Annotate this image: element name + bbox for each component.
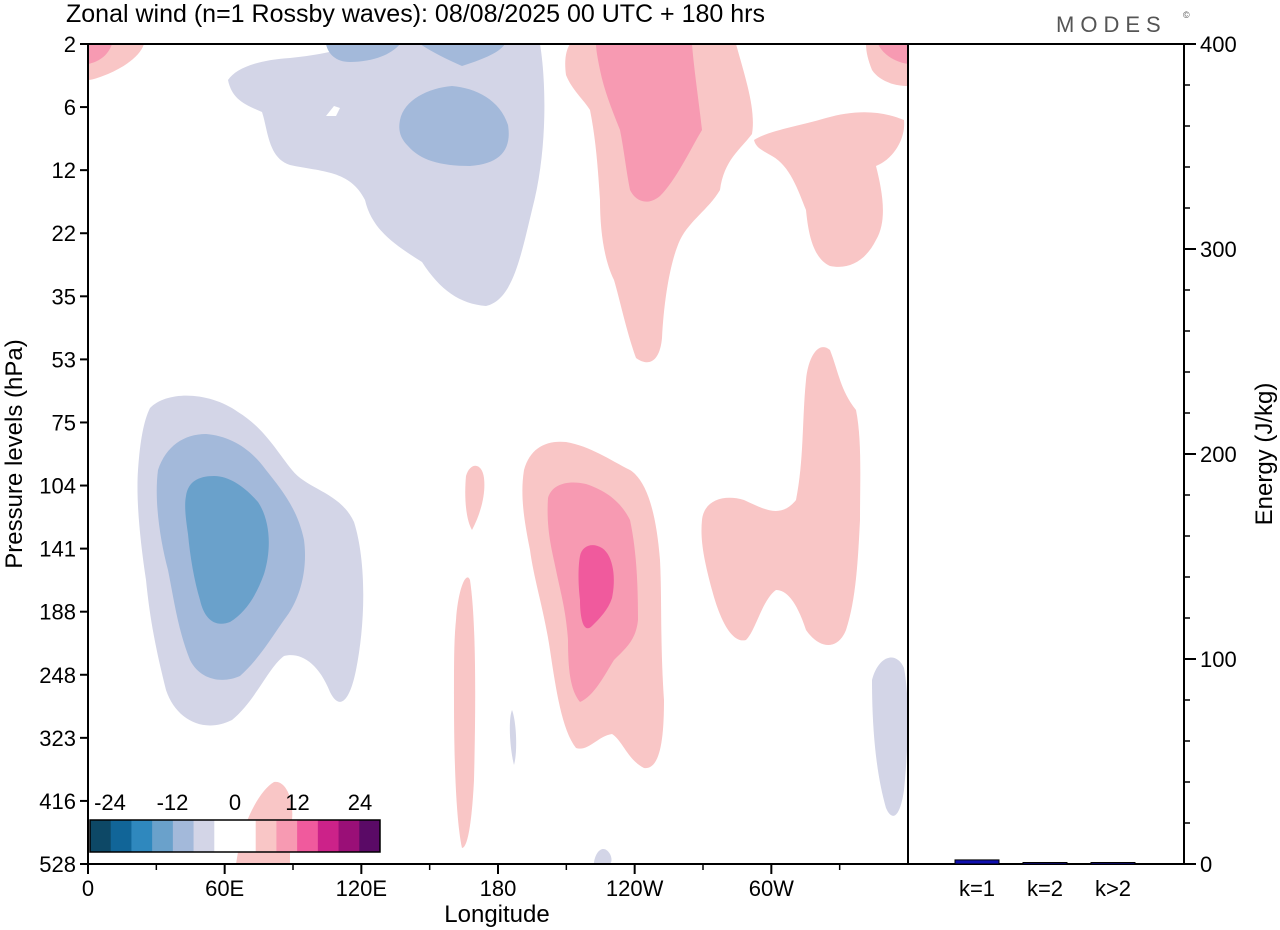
chart-title: Zonal wind (n=1 Rossby waves): 08/08/202… [66,0,765,28]
colorbar-swatch [255,820,277,852]
contour-neg-trop-3 [185,476,269,624]
contour-pos-trop-1c [454,577,476,848]
energy-tick-label: 200 [1200,442,1237,467]
colorbar: -24 -12 0 12 24 [89,790,381,853]
colorbar-label: -12 [157,790,189,815]
y-tick-label: 6 [64,95,76,120]
x-tick-label: 120W [606,876,664,901]
logo-copyright-mark: © [1183,10,1190,20]
energy-category-label: k>2 [1095,876,1131,901]
energy-tick-label: 0 [1200,852,1212,877]
y-tick-label: 2 [64,32,76,57]
contour-pos-trop-1d [701,347,861,645]
contour-pos-strat-2c [878,44,908,64]
colorbar-swatch [214,820,236,852]
contour-neg-small-1 [509,710,517,765]
colorbar-swatch [172,820,195,852]
y-tick-label: 323 [39,726,76,751]
contour-pos-strat-1 [565,44,753,363]
contour-neg-strat-2b [326,44,400,62]
y-tick-label: 188 [39,600,76,625]
y-tick-label: 53 [52,347,76,372]
energy-axis-label: Energy (J/kg) [1251,383,1278,526]
y-tick-label: 416 [39,789,76,814]
contour-pos-strat-2b [88,44,112,64]
energy-category-label: k=1 [959,876,995,901]
colorbar-label: 0 [229,790,241,815]
colorbar-swatch [90,820,112,852]
colorbar-swatch [276,820,298,852]
colorbar-swatch [131,820,153,852]
colorbar-swatch [359,820,381,852]
energy-tick-label: 300 [1200,237,1237,262]
colorbar-label: 12 [285,790,309,815]
colorbar-frame [89,819,381,853]
modes-logo: MODES [1056,12,1167,37]
contour-pos-trop-3 [578,545,614,629]
x-tick-label: 0 [82,876,94,901]
x-tick-label: 120E [336,876,387,901]
contour-neg-strat-2 [399,86,509,166]
colorbar-swatch [235,820,257,852]
contour-field [88,44,908,864]
contour-pos-trop-1b [465,465,485,530]
colorbar-label: 24 [348,790,372,815]
colorbar-swatch [297,820,319,852]
y-tick-label: 528 [39,852,76,877]
energy-bar [1090,862,1136,865]
energy-tick-label: 400 [1200,32,1237,57]
colorbar-swatch [193,820,215,852]
colorbar-label: -24 [94,790,126,815]
colorbar-swatch [317,820,340,852]
colorbar-swatch [152,820,174,852]
y-tick-label: 104 [39,474,76,499]
y-tick-label: 75 [52,410,76,435]
contour-pos-strat-2 [596,44,702,202]
x-tick-label: 180 [480,876,517,901]
y-tick-label: 22 [52,221,76,246]
colorbar-swatch [110,820,132,852]
x-tick-label: 60E [205,876,244,901]
y-tick-label: 248 [39,663,76,688]
y-tick-label: 141 [39,537,76,562]
energy-axis: 0 100 200 300 400 [1184,32,1237,877]
y-axis-label: Pressure levels (hPa) [1,339,28,568]
contour-neg-strat-1 [228,44,545,306]
x-axis-label: Longitude [444,901,549,928]
contour-neg-small-2 [872,657,908,816]
energy-bar [954,859,1000,865]
longitude-axis: 0 60E 120E 180 120W 60W [82,864,841,901]
pressure-axis: 2 6 12 22 35 53 75 104 141 188 248 323 416 528 [39,32,88,877]
energy-tick-label: 100 [1200,647,1237,672]
contour-neg-small-4 [326,106,340,116]
contour-neg-small-3 [594,848,612,864]
x-tick-label: 60W [749,876,794,901]
energy-bar [1022,862,1068,865]
energy-bars: k=1 k=2 k>2 [954,859,1136,901]
contour-pos-strat-1b [754,112,905,267]
energy-panel-frame [907,43,1185,865]
y-tick-label: 12 [52,158,76,183]
colorbar-swatch [338,820,360,852]
energy-category-label: k=2 [1027,876,1063,901]
contour-neg-strat-2c [420,44,505,66]
y-tick-label: 35 [52,284,76,309]
